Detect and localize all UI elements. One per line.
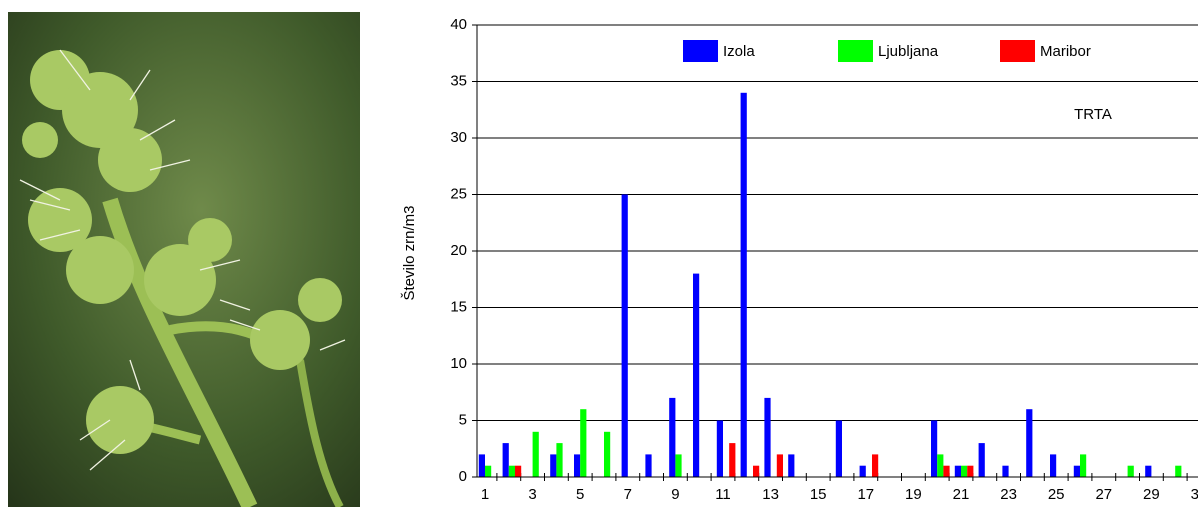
x-tick-label: 23 [1000, 486, 1017, 503]
x-tick-label: 3 [528, 486, 536, 503]
bar [961, 465, 968, 477]
legend-label: Maribor [1040, 43, 1091, 60]
legend-swatch [838, 40, 873, 62]
x-tick-label: 11 [715, 486, 731, 503]
bar [580, 409, 587, 477]
bar [485, 465, 492, 477]
bar [937, 454, 944, 477]
bar [716, 420, 723, 477]
bar [764, 397, 771, 477]
legend-swatch [1000, 40, 1035, 62]
bar [693, 273, 700, 477]
y-tick-label: 15 [450, 298, 467, 315]
bar [1026, 409, 1033, 477]
legend-swatch [683, 40, 718, 62]
y-tick-label: 30 [450, 129, 467, 146]
bar [502, 443, 509, 477]
bar [669, 397, 676, 477]
x-tick-label: 15 [810, 486, 827, 503]
bar [675, 454, 682, 477]
x-tick-label: 31 [1191, 486, 1198, 503]
bar [788, 454, 795, 477]
bar [604, 431, 611, 477]
bar [872, 454, 879, 477]
bar [967, 465, 974, 477]
bar [515, 465, 522, 477]
bar [1127, 465, 1134, 477]
x-tick-label: 13 [762, 486, 779, 503]
x-tick-label: 1 [481, 486, 489, 503]
y-tick-label: 40 [450, 16, 467, 33]
legend-label: Izola [723, 43, 755, 60]
x-tick-label: 21 [953, 486, 970, 503]
bar [835, 420, 842, 477]
x-tick-label: 7 [624, 486, 632, 503]
x-tick-label: 5 [576, 486, 584, 503]
bar [574, 454, 581, 477]
bar [556, 443, 563, 477]
x-tick-label: 17 [857, 486, 874, 503]
legend-label: Ljubljana [878, 43, 939, 60]
x-tick-label: 29 [1143, 486, 1160, 503]
bar [954, 465, 961, 477]
bar [1175, 465, 1182, 477]
x-tick-label: 27 [1095, 486, 1112, 503]
bar [931, 420, 938, 477]
x-tick-label: 9 [671, 486, 679, 503]
bar [478, 454, 485, 477]
x-tick-label: 19 [905, 486, 922, 503]
bar [532, 431, 539, 477]
bar [1073, 465, 1080, 477]
bar [550, 454, 557, 477]
y-tick-label: 35 [450, 72, 467, 89]
bar [645, 454, 652, 477]
bar [943, 465, 950, 477]
annotation: TRTA [1074, 106, 1112, 123]
bar [978, 443, 985, 477]
bar [1145, 465, 1152, 477]
x-tick-label: 25 [1048, 486, 1065, 503]
bar [753, 465, 760, 477]
y-tick-label: 20 [450, 242, 467, 259]
y-tick-label: 0 [459, 468, 467, 485]
bar [621, 194, 628, 477]
bar [740, 92, 747, 478]
bar [1050, 454, 1057, 477]
y-tick-label: 25 [450, 185, 467, 202]
photo [8, 12, 360, 507]
bar [1080, 454, 1087, 477]
y-axis-label: Število zrn/m3 [401, 205, 418, 300]
y-tick-label: 5 [459, 411, 467, 428]
bar [859, 465, 866, 477]
bar [776, 454, 783, 477]
bar [508, 465, 515, 477]
bar [729, 443, 736, 477]
y-tick-label: 10 [450, 355, 467, 372]
bar [1002, 465, 1009, 477]
